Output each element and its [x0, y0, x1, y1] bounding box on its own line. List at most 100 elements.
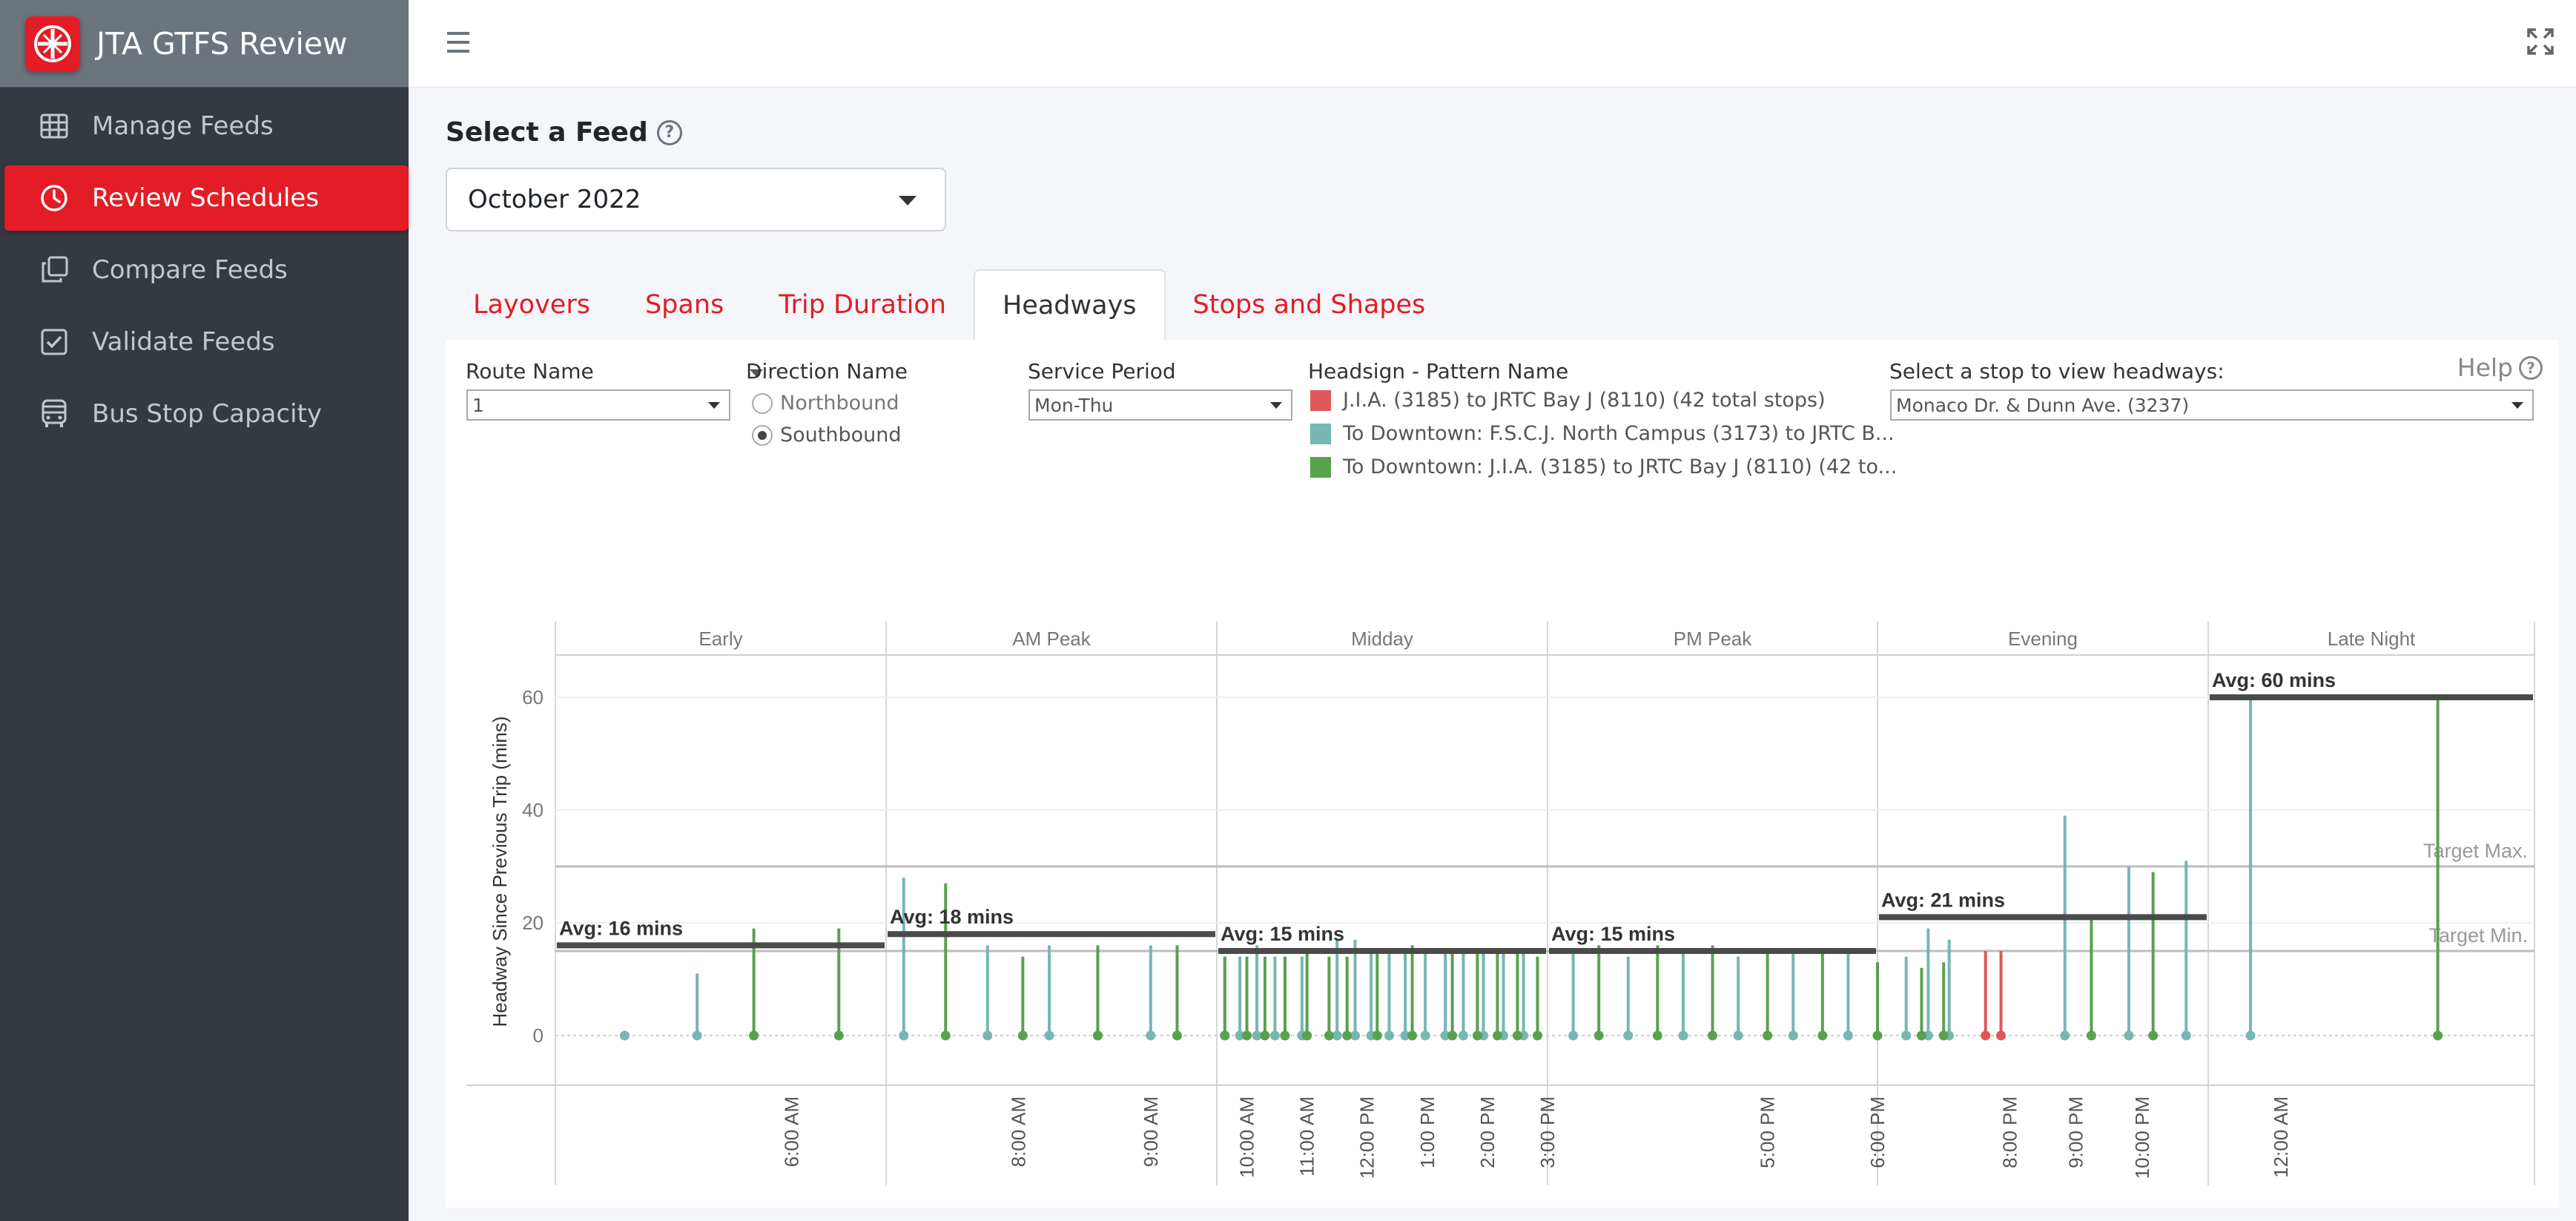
headway-point	[1652, 1030, 1662, 1041]
headway-point	[1512, 1030, 1522, 1041]
route-filter-menu-icon[interactable]	[750, 369, 763, 377]
radio-label: Southbound	[780, 424, 902, 447]
headway-point	[1017, 1030, 1028, 1041]
headway-point	[899, 1030, 909, 1041]
headway-point	[1901, 1030, 1912, 1041]
y-tick-label: 20	[522, 912, 544, 934]
headway-point	[1938, 1030, 1949, 1041]
headway-point	[1324, 1030, 1334, 1041]
x-tick-label: 5:00 PM	[1757, 1096, 1779, 1168]
sidebar-item-review-schedules[interactable]: Review Schedules	[4, 165, 409, 231]
hamburger-icon[interactable]	[443, 27, 474, 58]
expand-icon[interactable]	[2526, 27, 2555, 56]
headway-point	[1843, 1030, 1853, 1041]
headway-point	[1242, 1030, 1252, 1041]
sidebar: JTA GTFS Review Manage Feeds Review Sche…	[0, 0, 409, 1221]
headway-point	[1350, 1030, 1361, 1041]
radio-button-checked[interactable]	[752, 424, 773, 446]
headway-point	[1407, 1030, 1418, 1041]
stop-select[interactable]: Monaco Dr. & Dunn Ave. (3237)	[1890, 389, 2534, 421]
x-tick-label: 6:00 PM	[1866, 1096, 1889, 1168]
copy-icon	[39, 254, 70, 286]
radio-northbound[interactable]: Northbound	[752, 392, 899, 415]
headway-point	[1044, 1030, 1054, 1041]
headway-point	[619, 1030, 630, 1041]
headway-point	[1763, 1030, 1773, 1041]
stop-select-value: Monaco Dr. & Dunn Ave. (3237)	[1896, 394, 2190, 416]
x-tick-label: 9:00 AM	[1140, 1096, 1162, 1167]
legend-item[interactable]: J.I.A. (3185) to JRTC Bay J (8110) (42 t…	[1310, 389, 1826, 412]
headway-point	[1788, 1030, 1798, 1041]
headway-point	[692, 1030, 702, 1041]
headway-point	[2086, 1030, 2096, 1041]
main-content: Select a Feed ? October 2022 Layovers Sp…	[409, 88, 2576, 1221]
legend-swatch	[1310, 423, 1331, 444]
headway-point	[1532, 1030, 1542, 1041]
headway-point	[1235, 1030, 1245, 1041]
headway-point	[1092, 1030, 1103, 1041]
caret-down-icon	[708, 402, 720, 409]
feed-label: Select a Feed ?	[446, 117, 682, 148]
average-label: Avg: 15 mins	[1221, 923, 1344, 945]
clock-icon	[39, 182, 70, 214]
legend-swatch	[1310, 389, 1331, 411]
headway-point	[749, 1030, 759, 1041]
tab-spans[interactable]: Spans	[644, 290, 724, 320]
help-label: Help	[2457, 353, 2513, 382]
tab-stops-and-shapes[interactable]: Stops and Shapes	[1192, 290, 1426, 320]
sidebar-item-validate-feeds[interactable]: Validate Feeds	[13, 309, 395, 375]
sidebar-item-compare-feeds[interactable]: Compare Feeds	[13, 237, 395, 303]
jta-logo-icon	[25, 16, 80, 71]
legend-label: To Downtown: F.S.C.J. North Campus (3173…	[1343, 422, 1895, 445]
headway-point	[1996, 1030, 2007, 1041]
headway-point	[2433, 1030, 2443, 1041]
panel-header-label: Late Night	[2328, 628, 2416, 650]
help-link[interactable]: Help ?	[2457, 353, 2543, 382]
feed-label-text: Select a Feed	[446, 117, 648, 148]
sidebar-item-manage-feeds[interactable]: Manage Feeds	[13, 93, 395, 159]
headway-point	[1220, 1030, 1230, 1041]
x-tick-label: 9:00 PM	[2065, 1096, 2087, 1168]
headway-point	[982, 1030, 993, 1041]
headway-point	[1332, 1030, 1342, 1041]
x-tick-label: 8:00 PM	[1998, 1096, 2021, 1168]
sidebar-item-label: Manage Feeds	[92, 111, 274, 141]
headway-point	[1981, 1030, 1991, 1041]
sidebar-item-bus-stop-capacity[interactable]: Bus Stop Capacity	[13, 381, 395, 447]
legend-label: J.I.A. (3185) to JRTC Bay J (8110) (42 t…	[1343, 389, 1826, 412]
legend-item[interactable]: To Downtown: F.S.C.J. North Campus (3173…	[1310, 422, 1895, 445]
tab-headways[interactable]: Headways	[973, 269, 1166, 340]
headway-point	[1916, 1030, 1926, 1041]
y-tick-label: 60	[522, 686, 544, 708]
headway-point	[1472, 1030, 1482, 1041]
headway-point	[1678, 1030, 1688, 1041]
x-tick-label: 2:00 PM	[1476, 1096, 1499, 1168]
sidebar-item-label: Review Schedules	[92, 183, 320, 213]
radio-button[interactable]	[752, 392, 773, 414]
x-tick-label: 11:00 AM	[1296, 1096, 1318, 1176]
app-title: JTA GTFS Review	[96, 25, 348, 62]
tab-layovers[interactable]: Layovers	[473, 290, 590, 320]
question-circle-icon[interactable]: ?	[656, 119, 682, 145]
route-name-label: Route Name	[466, 359, 594, 384]
headways-panel: Route Name 1 Direction Name Northbound S…	[446, 340, 2559, 1208]
check-square-icon	[39, 326, 70, 358]
headway-point	[2060, 1030, 2070, 1041]
panel-header-label: Midday	[1351, 628, 1413, 650]
legend-title: Headsign - Pattern Name	[1308, 359, 1569, 384]
feed-select[interactable]: October 2022	[446, 168, 946, 231]
stop-select-label: Select a stop to view headways:	[1889, 359, 2225, 384]
tab-trip-duration[interactable]: Trip Duration	[779, 290, 946, 320]
headway-point	[1458, 1030, 1468, 1041]
brand[interactable]: JTA GTFS Review	[0, 0, 409, 88]
top-navbar	[409, 0, 2576, 88]
headway-point	[1269, 1030, 1280, 1041]
reference-line-label: Target Min.	[2428, 924, 2528, 947]
legend-item[interactable]: To Downtown: J.I.A. (3185) to JRTC Bay J…	[1310, 455, 1897, 478]
x-tick-label: 3:00 PM	[1536, 1096, 1559, 1168]
route-name-select[interactable]: 1	[466, 389, 730, 421]
feed-select-value: October 2022	[468, 185, 641, 214]
radio-southbound[interactable]: Southbound	[752, 424, 902, 447]
service-period-select[interactable]: Mon-Thu	[1028, 389, 1292, 421]
headway-point	[1172, 1030, 1182, 1041]
